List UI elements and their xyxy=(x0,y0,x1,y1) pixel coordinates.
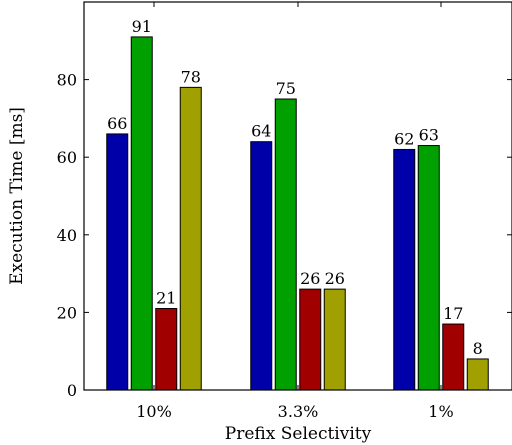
bar-1-2 xyxy=(250,141,273,391)
y-tick-label: 60 xyxy=(57,148,77,167)
data-label: 66 xyxy=(107,114,127,133)
bar-4-3 xyxy=(466,358,489,391)
bar-4-1 xyxy=(179,86,202,391)
x-tick-label: 10% xyxy=(136,402,172,421)
bar-1-1 xyxy=(106,133,129,391)
y-tick-label: 80 xyxy=(57,71,77,90)
bar-2-1 xyxy=(130,36,153,391)
bars-group xyxy=(106,36,489,391)
y-tick-label: 20 xyxy=(57,303,77,322)
bar-2-3 xyxy=(417,145,440,391)
data-label: 17 xyxy=(443,304,463,323)
x-tick-label: 3.3% xyxy=(278,402,319,421)
bar-3-3 xyxy=(442,323,465,391)
bar-1-3 xyxy=(393,148,416,391)
data-label: 62 xyxy=(394,129,414,148)
data-label: 91 xyxy=(132,17,152,36)
y-tick-label: 40 xyxy=(57,226,77,245)
data-label: 26 xyxy=(325,269,345,288)
data-label: 64 xyxy=(251,122,271,141)
x-axis-title: Prefix Selectivity xyxy=(225,424,372,444)
data-label: 78 xyxy=(181,67,201,86)
data-labels-group: 66 91 21 78 64 75 26 26 62 63 17 8 xyxy=(107,17,483,358)
bar-3-2 xyxy=(299,288,322,391)
x-tick-label: 1% xyxy=(428,402,453,421)
data-label: 63 xyxy=(419,126,439,145)
ticks-group: 10% 3.3% 1% 0 20 40 60 80 xyxy=(57,2,512,421)
bar-3-1 xyxy=(155,308,178,391)
y-tick-label: 0 xyxy=(67,381,77,400)
y-axis-title: Execution Time [ms] xyxy=(7,107,27,285)
data-label: 8 xyxy=(473,339,483,358)
data-label: 26 xyxy=(300,269,320,288)
bar-2-2 xyxy=(274,98,297,391)
bar-4-2 xyxy=(323,288,346,391)
data-label: 75 xyxy=(276,79,296,98)
data-label: 21 xyxy=(156,289,176,308)
